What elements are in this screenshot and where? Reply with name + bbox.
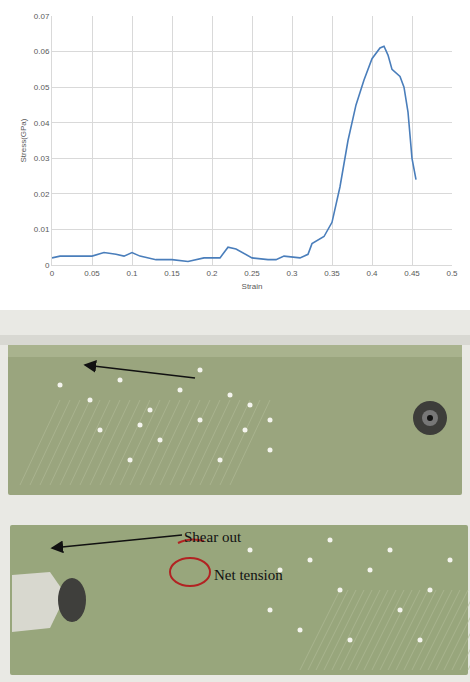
svg-text:0.05: 0.05 [84,269,100,278]
svg-text:0.05: 0.05 [34,83,50,92]
svg-text:Net tension: Net tension [214,567,283,583]
svg-text:0.15: 0.15 [164,269,180,278]
svg-text:0.01: 0.01 [34,225,50,234]
svg-text:0: 0 [45,261,50,270]
svg-text:0.07: 0.07 [34,12,50,21]
svg-text:0.35: 0.35 [324,269,340,278]
svg-text:0.2: 0.2 [206,269,218,278]
svg-text:0.5: 0.5 [446,269,458,278]
svg-text:0.4: 0.4 [366,269,378,278]
svg-text:0: 0 [50,269,55,278]
svg-text:Shear out: Shear out [184,529,242,545]
svg-text:0.45: 0.45 [404,269,420,278]
svg-text:0.03: 0.03 [34,154,50,163]
svg-text:0.25: 0.25 [244,269,260,278]
svg-text:0.06: 0.06 [34,47,50,56]
svg-text:Strain: Strain [242,282,263,291]
svg-text:0.3: 0.3 [286,269,298,278]
svg-text:Stress(GPa): Stress(GPa) [19,118,28,162]
svg-text:0.1: 0.1 [126,269,138,278]
svg-text:0.04: 0.04 [34,119,50,128]
svg-text:0.02: 0.02 [34,190,50,199]
